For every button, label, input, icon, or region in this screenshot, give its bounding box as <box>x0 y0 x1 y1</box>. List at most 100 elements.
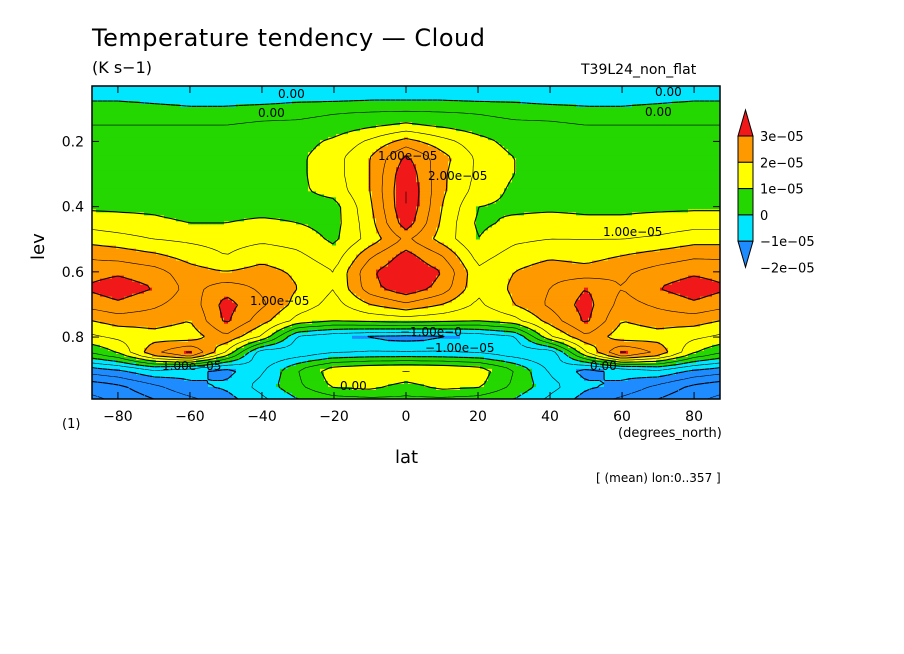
field-cell <box>368 119 373 123</box>
field-cell <box>120 107 125 111</box>
field-cell <box>480 164 485 168</box>
field-cell <box>196 116 201 120</box>
field-cell <box>384 92 389 96</box>
field-cell <box>472 155 477 159</box>
field-cell <box>496 95 501 99</box>
field-cell <box>428 86 433 90</box>
field-cell <box>128 125 133 129</box>
field-cell <box>272 161 277 165</box>
field-cell <box>184 173 189 177</box>
field-cell <box>340 104 345 108</box>
field-cell <box>412 134 417 138</box>
field-cell <box>228 164 233 168</box>
field-cell <box>628 164 633 168</box>
field-cell <box>376 176 381 180</box>
field-cell <box>416 158 421 162</box>
field-cell <box>496 125 501 129</box>
field-cell <box>164 155 169 159</box>
field-cell <box>328 122 333 126</box>
field-cell <box>164 119 169 123</box>
field-cell <box>184 134 189 138</box>
field-cell <box>152 98 157 102</box>
field-cell <box>424 173 429 177</box>
field-cell <box>700 116 705 120</box>
field-cell <box>164 161 169 165</box>
field-cell <box>620 170 625 174</box>
field-cell <box>512 119 517 123</box>
field-cell <box>404 134 409 138</box>
field-cell <box>408 149 413 153</box>
field-cell <box>572 101 577 105</box>
field-cell <box>576 173 581 177</box>
field-cell <box>200 158 205 162</box>
field-cell <box>344 143 349 147</box>
field-cell <box>452 101 457 105</box>
field-cell <box>560 122 565 126</box>
field-cell <box>140 128 145 132</box>
field-cell <box>528 143 533 147</box>
field-cell <box>616 116 621 120</box>
field-cell <box>400 179 405 183</box>
field-cell <box>524 86 529 90</box>
field-cell <box>604 86 609 90</box>
field-cell <box>448 134 453 138</box>
field-cell <box>672 176 677 180</box>
field-cell <box>672 98 677 102</box>
field-cell <box>704 173 709 177</box>
field-cell <box>344 98 349 102</box>
field-cell <box>144 113 149 117</box>
field-cell <box>308 167 313 171</box>
field-cell <box>644 131 649 135</box>
field-cell <box>712 140 717 144</box>
field-cell <box>552 116 557 120</box>
field-cell <box>592 143 597 147</box>
field-cell <box>212 119 217 123</box>
field-cell <box>588 167 593 171</box>
field-cell <box>168 122 173 126</box>
field-cell <box>204 122 209 126</box>
field-cell <box>136 158 141 162</box>
field-cell <box>300 107 305 111</box>
field-cell <box>552 140 557 144</box>
field-cell <box>236 113 241 117</box>
field-cell <box>484 89 489 93</box>
field-cell <box>580 86 585 90</box>
field-cell <box>612 113 617 117</box>
field-cell <box>200 161 205 165</box>
field-cell <box>360 89 365 93</box>
field-cell <box>128 113 133 117</box>
field-cell <box>432 176 437 180</box>
field-cell <box>156 119 161 123</box>
field-cell <box>540 107 545 111</box>
field-cell <box>456 161 461 165</box>
field-cell <box>548 164 553 168</box>
field-cell <box>632 167 637 171</box>
field-cell <box>368 161 373 165</box>
field-cell <box>684 125 689 129</box>
field-cell <box>228 92 233 96</box>
field-cell <box>332 170 337 174</box>
field-cell <box>268 128 273 132</box>
field-cell <box>512 110 517 114</box>
field-cell <box>100 89 105 93</box>
field-cell <box>480 98 485 102</box>
field-cell <box>284 98 289 102</box>
field-cell <box>272 116 277 120</box>
field-cell <box>176 131 181 135</box>
field-cell <box>652 119 657 123</box>
field-cell <box>280 158 285 162</box>
field-cell <box>412 131 417 135</box>
field-cell <box>628 152 633 156</box>
field-cell <box>276 116 281 120</box>
field-cell <box>188 119 193 123</box>
field-cell <box>268 122 273 126</box>
field-cell <box>712 170 717 174</box>
field-cell <box>588 131 593 135</box>
field-cell <box>708 155 713 159</box>
field-cell <box>140 179 145 183</box>
field-cell <box>556 167 561 171</box>
field-cell <box>504 122 509 126</box>
field-cell <box>364 161 369 165</box>
field-cell <box>576 107 581 111</box>
field-cell <box>284 113 289 117</box>
